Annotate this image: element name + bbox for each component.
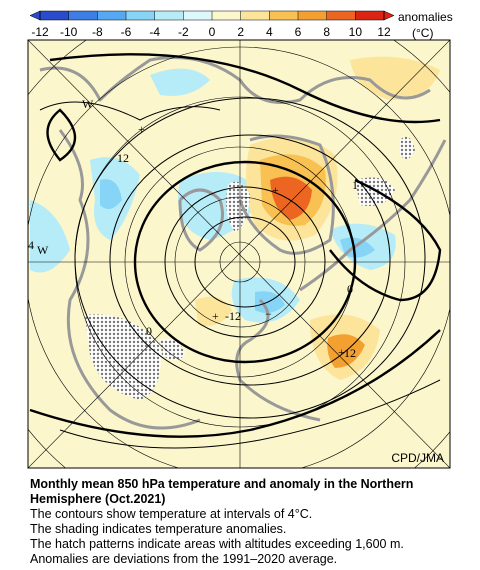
caption-lines: The contours show temperature at interva…: [30, 507, 470, 567]
map-label: 4: [28, 238, 34, 252]
colorbar-tick-label: 12: [377, 25, 391, 39]
color-swatch: [68, 11, 98, 20]
colorbar-tick-label: 2: [237, 25, 244, 39]
colorbar: -12 -10 -8 -6 -4 -2 0 2 4 6 8 10 12: [29, 10, 395, 39]
colorbar-tick-label: -2: [178, 25, 189, 39]
figure: -12 -10 -8 -6 -4 -2 0 2 4 6 8 10 12 anomalies (°C): [27, 10, 453, 469]
map-labels: W 12 + 1 4 W + 0 0 + -12 − 12 +: [28, 97, 358, 360]
map-label: 1: [352, 178, 358, 192]
map-label: 0: [146, 324, 152, 338]
color-swatch: [269, 11, 298, 20]
colorbar-tick-label: 4: [266, 25, 273, 39]
map-label: W: [37, 243, 49, 257]
map-frame: [27, 39, 451, 469]
color-swatch: [126, 11, 155, 20]
map-label: +: [212, 309, 219, 323]
color-swatch: [326, 11, 356, 20]
map-label: -12: [225, 309, 241, 323]
map-label: +: [338, 345, 345, 359]
credit: CPD/JMA: [391, 451, 444, 465]
colorbar-end: [383, 10, 395, 21]
contours: [39, 97, 441, 449]
legend-title: anomalies: [398, 10, 453, 24]
colorbar-tick-label: 8: [323, 25, 330, 39]
colorbar-tick-label: -6: [121, 25, 132, 39]
color-swatch: [240, 11, 270, 20]
colorbar-tick-label: 10: [349, 25, 363, 39]
color-swatch: [298, 11, 327, 20]
colorbar-end: [29, 10, 41, 21]
color-swatch: [212, 11, 241, 20]
map-label: W: [82, 97, 94, 111]
caption-title: Monthly mean 850 hPa temperature and ano…: [30, 477, 414, 506]
colorbar-tick-label: 0: [209, 25, 216, 39]
color-swatch: [154, 11, 184, 20]
caption-line: Anomalies are deviations from the 1991–2…: [30, 552, 338, 566]
legend-unit: (°C): [412, 26, 433, 40]
colorbar-tick-label: -10: [60, 25, 78, 39]
color-swatch: [183, 11, 212, 20]
caption: Monthly mean 850 hPa temperature and ano…: [30, 477, 470, 567]
caption-line: The shading indicates temperature anomal…: [30, 522, 287, 536]
color-swatch: [355, 11, 384, 20]
map-label: +: [272, 183, 279, 197]
map-label: −: [265, 307, 272, 321]
caption-line: The hatch patterns indicate areas with a…: [30, 537, 404, 551]
map-label: 0: [347, 282, 353, 296]
color-swatch: [97, 11, 126, 20]
map-label: +: [138, 122, 145, 136]
caption-line: The contours show temperature at interva…: [30, 507, 313, 521]
contours-bold: [29, 53, 442, 438]
colorbar-tick-label: -8: [92, 25, 103, 39]
colorbar-tick-label: -12: [31, 25, 49, 39]
high-terrain: [85, 136, 415, 400]
colorbar-tick-label: -4: [149, 25, 160, 39]
map-label: 12: [344, 346, 356, 360]
colorbar-tick-label: 6: [295, 25, 302, 39]
coastline: [39, 56, 447, 430]
map: W 12 + 1 4 W + 0 0 + -12 − 12 + CPD/JMA: [28, 40, 450, 468]
map-label: 12: [117, 151, 129, 165]
color-swatch: [40, 11, 69, 20]
